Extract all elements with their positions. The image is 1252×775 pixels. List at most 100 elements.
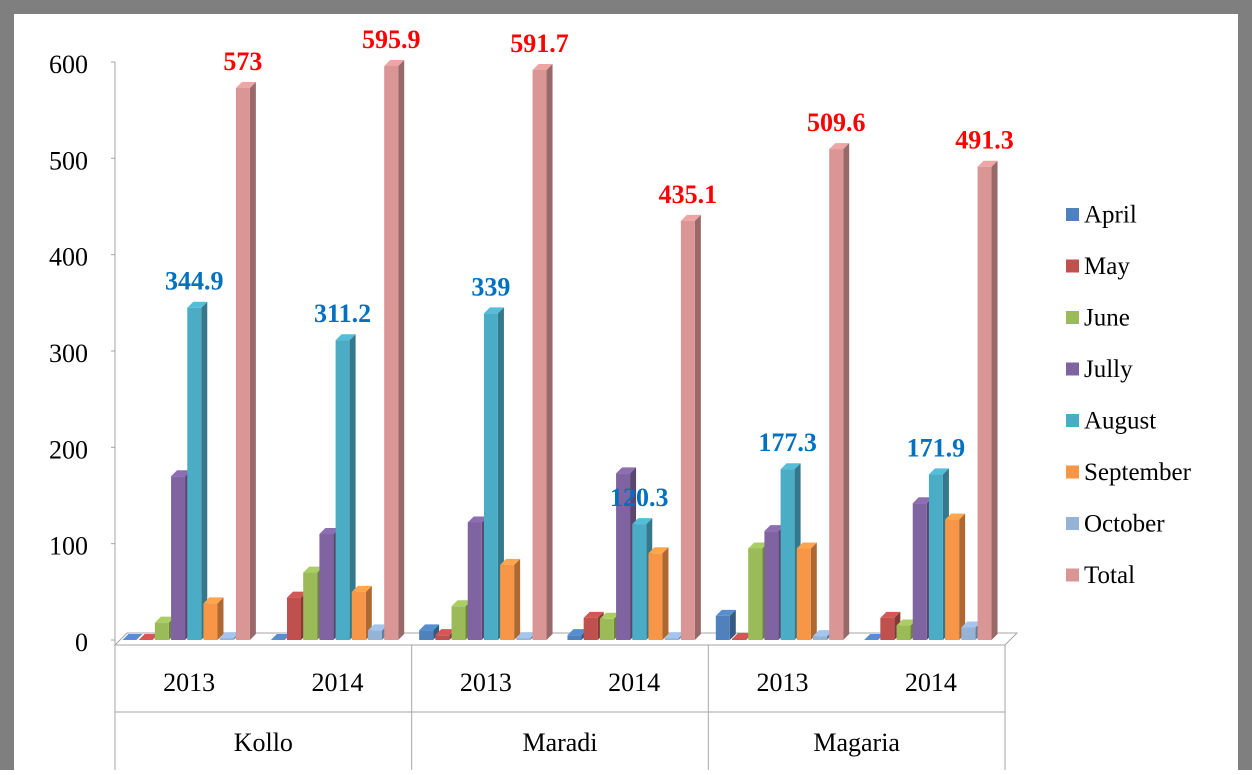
- bar: [154, 622, 169, 640]
- bar: [500, 564, 515, 640]
- legend-swatch: [1066, 517, 1079, 530]
- legend-label: June: [1084, 305, 1130, 332]
- bar-side: [694, 214, 701, 640]
- bar-top: [138, 634, 159, 640]
- y-tick-label: 100: [49, 532, 88, 561]
- legend-label: October: [1084, 511, 1165, 538]
- bar-top: [912, 497, 933, 504]
- data-label: 339: [471, 272, 510, 301]
- bar-top: [648, 547, 669, 554]
- bar-top: [516, 632, 537, 639]
- bar: [171, 476, 186, 640]
- bar-top: [945, 513, 966, 520]
- bar-top: [928, 468, 949, 475]
- bar-top: [961, 621, 982, 628]
- bar: [616, 473, 631, 640]
- legend-swatch: [1066, 414, 1079, 427]
- legend-label: September: [1084, 459, 1192, 486]
- bar-top: [864, 634, 885, 640]
- bar: [599, 618, 614, 640]
- data-label: 177.3: [758, 428, 817, 457]
- bar-top: [796, 542, 817, 549]
- bar-side: [349, 334, 356, 640]
- bar: [715, 615, 730, 640]
- bar-top: [270, 634, 291, 640]
- bar: [648, 553, 663, 640]
- bar-top: [896, 619, 917, 626]
- bar: [680, 220, 695, 640]
- y-tick-label: 300: [49, 339, 88, 368]
- bar-side: [959, 513, 966, 640]
- bar: [813, 636, 827, 640]
- bar-side: [991, 160, 998, 640]
- bar-side: [217, 597, 224, 640]
- y-tick-label: 500: [49, 146, 88, 175]
- data-label: 344.9: [165, 267, 224, 296]
- bar-top: [715, 609, 736, 616]
- bar-top: [335, 334, 356, 341]
- bar-top: [435, 629, 456, 636]
- x-tick-label: 2014: [608, 668, 660, 697]
- bar-top: [451, 600, 472, 607]
- legend-swatch: [1066, 311, 1079, 324]
- bar: [451, 606, 466, 640]
- bar: [896, 625, 911, 640]
- bar: [287, 597, 301, 640]
- x-tick-label: 2014: [905, 668, 957, 697]
- data-label: 435.1: [659, 180, 718, 209]
- bar-top: [748, 542, 769, 549]
- data-label: 595.9: [362, 25, 421, 54]
- data-label: 591.7: [510, 29, 569, 58]
- bar: [764, 531, 779, 640]
- bar-side: [729, 609, 736, 640]
- bar: [928, 474, 943, 640]
- legend-swatch: [1066, 362, 1079, 376]
- x-tick-label: 2013: [163, 668, 215, 697]
- bar: [384, 65, 399, 641]
- bar: [435, 635, 450, 640]
- legend-swatch: [1066, 259, 1079, 273]
- bar: [516, 638, 531, 640]
- data-label: 120.3: [610, 483, 669, 512]
- data-label: 311.2: [314, 299, 371, 328]
- bar: [977, 166, 992, 640]
- bar-side: [810, 542, 817, 640]
- bar-top: [616, 467, 637, 474]
- bar-top: [303, 566, 324, 573]
- x-tick-label: 2013: [757, 668, 809, 697]
- bar-side: [201, 301, 208, 640]
- group-label: Kollo: [234, 728, 293, 757]
- bar: [419, 630, 434, 640]
- bar-top: [384, 59, 405, 66]
- data-label: 491.3: [955, 126, 1014, 155]
- bar-top: [351, 585, 372, 592]
- bar: [567, 635, 582, 640]
- legend-label: August: [1084, 408, 1156, 435]
- bar-top: [154, 616, 175, 623]
- bar: [583, 617, 598, 640]
- bar-top: [977, 160, 998, 167]
- bar: [880, 617, 895, 640]
- bar-top: [171, 470, 192, 477]
- bar-top: [235, 82, 256, 89]
- bar: [748, 548, 763, 640]
- bar-top: [764, 525, 785, 532]
- bar: [203, 603, 218, 640]
- bar: [532, 69, 547, 640]
- bar-top: [780, 463, 801, 470]
- bar: [829, 149, 844, 640]
- legend-swatch: [1066, 568, 1079, 582]
- bar-top: [500, 558, 521, 565]
- bar: [796, 548, 811, 640]
- bar-side: [546, 63, 553, 640]
- bar-top: [829, 143, 850, 150]
- bar-top: [632, 518, 653, 525]
- bar: [632, 524, 647, 640]
- bar-top: [732, 633, 752, 640]
- x-tick-label: 2013: [460, 668, 512, 697]
- bar-top: [680, 214, 701, 221]
- bar-top: [287, 591, 307, 598]
- bar: [467, 522, 482, 640]
